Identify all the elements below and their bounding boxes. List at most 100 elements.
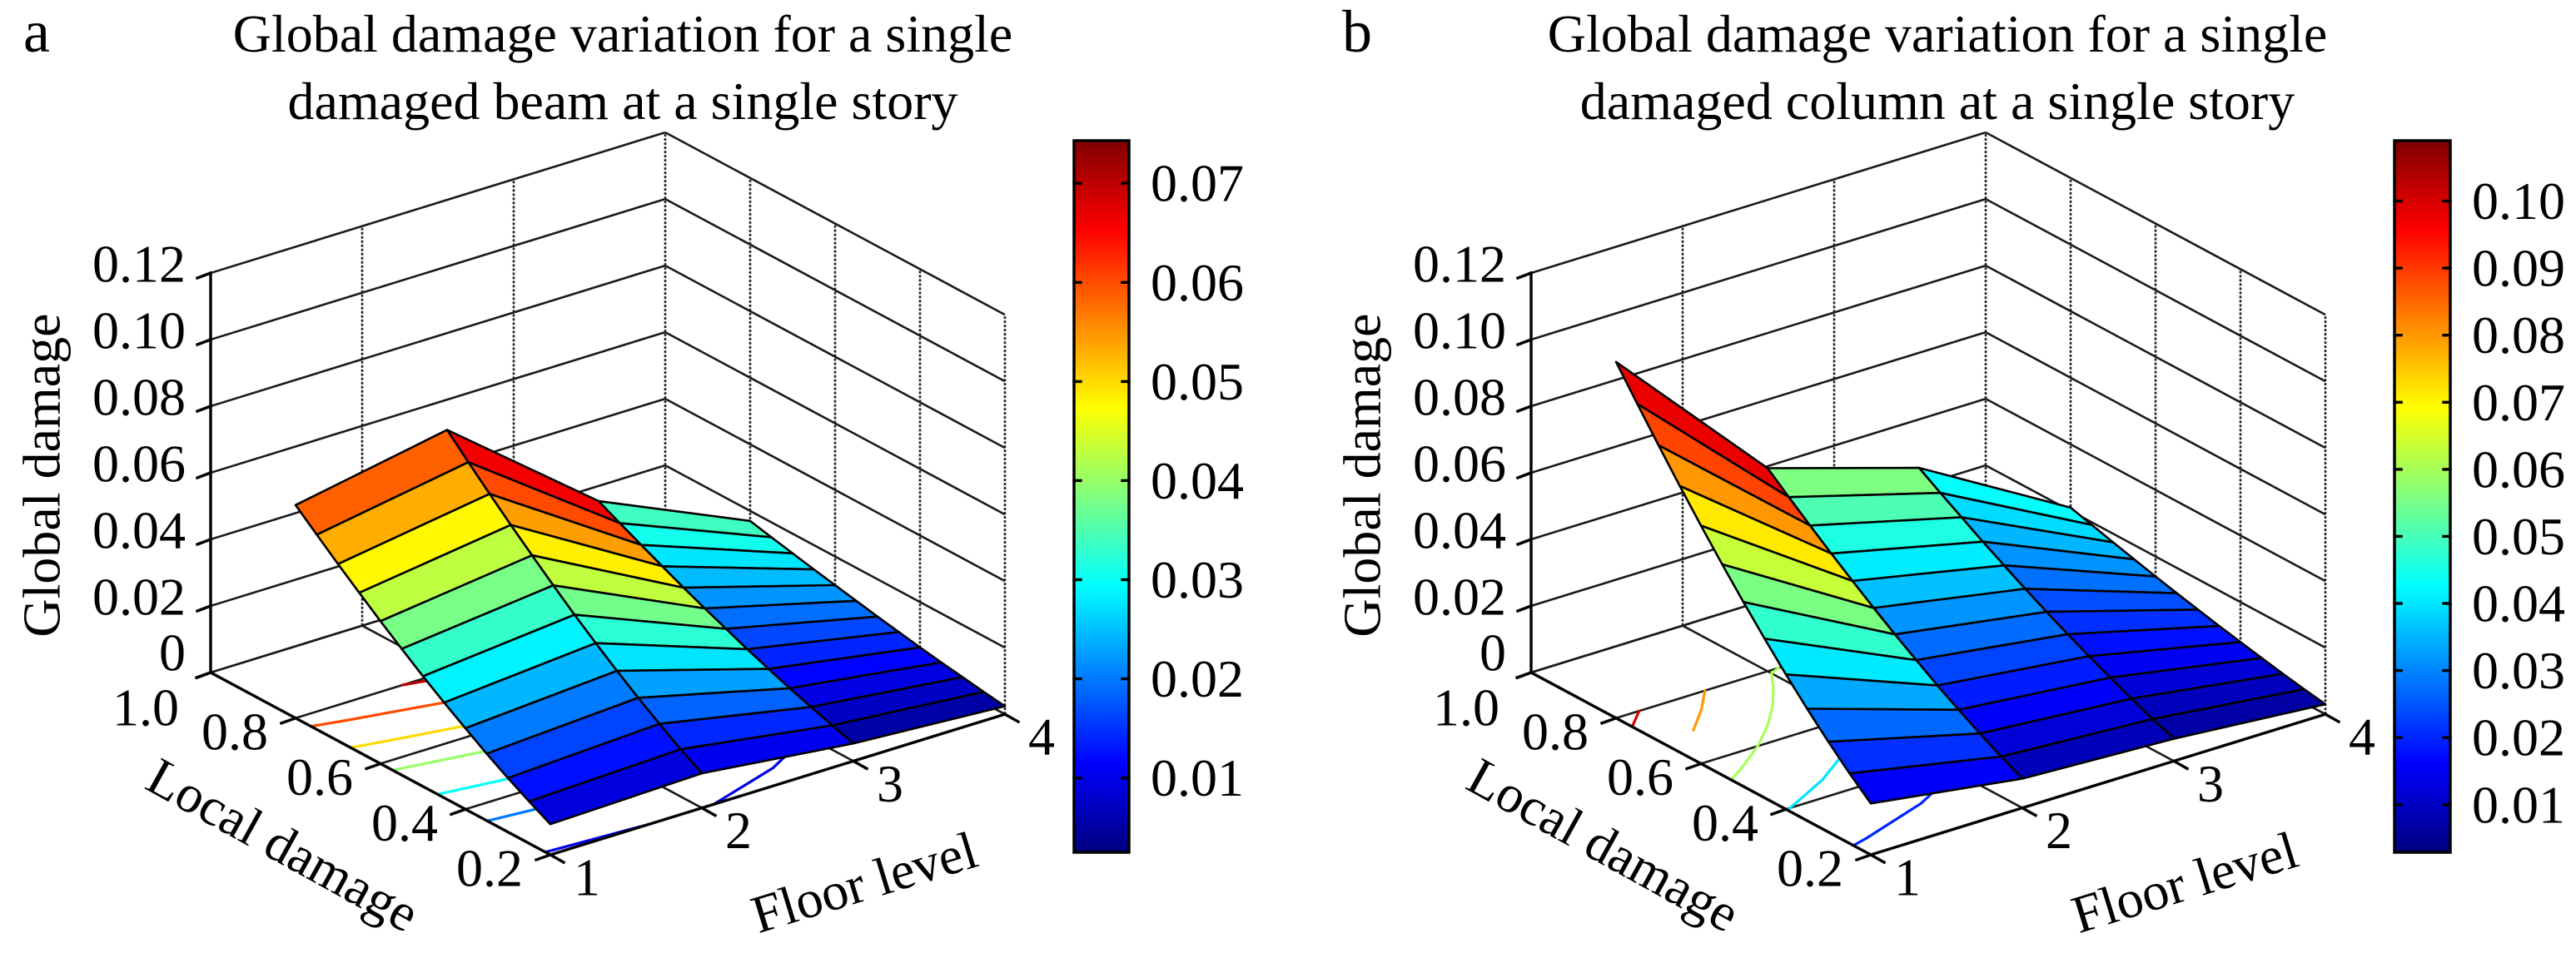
contour-segment <box>712 767 774 806</box>
z-tick-mark <box>195 537 213 547</box>
contour-segment <box>309 718 348 728</box>
chart-title-line-2: damaged column at a single story <box>1580 72 2295 131</box>
contour-segment <box>1739 744 1759 772</box>
grid-line-z <box>1985 197 2326 383</box>
x-tick-label: 2 <box>725 801 752 860</box>
grid-line-z <box>664 197 1006 383</box>
x-axis-label: Floor level <box>744 820 984 944</box>
z-tick-label: 0.12 <box>92 235 186 294</box>
panel-label: a <box>23 0 50 65</box>
x-tick-label: 1 <box>574 848 600 907</box>
x-axis-line <box>548 712 1007 857</box>
y-tick-mark <box>364 762 383 771</box>
axes <box>1514 271 2341 865</box>
contour-segment <box>349 735 411 749</box>
z-tick-mark <box>1515 404 1534 414</box>
z-tick-label: 0.04 <box>92 501 186 560</box>
colorbar-tick-label: 0.08 <box>2472 305 2565 365</box>
panel-b: b Global damage variation for a single d… <box>1333 0 2566 945</box>
colorbar-tick-label: 0.09 <box>2472 239 2565 298</box>
y-tick-label: 1.0 <box>1433 678 1499 737</box>
colorbar-tick-label: 0.06 <box>1151 253 1244 312</box>
z-tick-mark <box>195 271 213 280</box>
y-tick-mark <box>279 716 298 725</box>
surface-face <box>528 747 704 826</box>
contour-segment <box>1699 689 1707 712</box>
contour-segment <box>1756 723 1769 748</box>
x-tick-label: 1 <box>1894 848 1921 907</box>
surface <box>1614 360 2327 805</box>
colorbar-tick-label: 0.02 <box>1151 649 1244 708</box>
x-tick-label: 2 <box>2046 801 2072 860</box>
y-tick-label: 0.4 <box>371 793 438 852</box>
x-tick-mark <box>2323 712 2341 724</box>
contour-segment <box>1788 778 1824 810</box>
grid-line-z <box>210 264 666 408</box>
colorbar-tick-label: 0.01 <box>1151 748 1244 807</box>
z-axis-label: Global damage <box>12 313 72 637</box>
colorbar-tick-label: 0.10 <box>2472 171 2565 231</box>
y-tick-label: 1.0 <box>112 678 179 737</box>
colorbar-tick-label: 0.05 <box>2472 507 2565 566</box>
x-tick-label: 4 <box>1028 707 1055 767</box>
x-axis-label: Floor level <box>2065 820 2305 944</box>
z-tick-mark <box>1515 470 1534 480</box>
colorbar-tick-label: 0.07 <box>2472 373 2565 432</box>
colorbar-tick-label: 0.03 <box>2472 641 2565 700</box>
x-tick-mark <box>851 759 869 771</box>
surface <box>294 429 1007 826</box>
grid-line-z <box>210 131 666 275</box>
tick-labels: 00.02 0.04 0.06 0.08 0.10 0.12 0.2 0.4 0.6 0.8 1.0… <box>92 235 1055 907</box>
contour-segment <box>391 753 467 772</box>
y-tick-mark <box>1769 807 1788 817</box>
z-tick-label: 0 <box>1479 623 1506 683</box>
x-tick-label: 3 <box>2197 754 2224 813</box>
contour-segment <box>1865 802 1922 840</box>
grid-line-z <box>210 197 666 341</box>
x-tick-mark <box>1002 712 1021 724</box>
contour-segment <box>1630 709 1641 728</box>
colorbar: 0.01 0.02 0.03 0.04 0.05 0.06 0.07 0.08 0.09 0.10 <box>2393 139 2565 854</box>
x-tick-mark <box>2171 759 2190 771</box>
x-tick-mark <box>548 852 566 865</box>
x-tick-mark <box>1868 852 1887 865</box>
colorbar-tick-label: 0.07 <box>1151 154 1244 213</box>
z-tick-label: 0.06 <box>92 434 186 494</box>
axes <box>194 271 1021 865</box>
y-tick-mark <box>1854 852 1873 862</box>
z-tick-mark <box>195 603 213 613</box>
tick-labels: 00.02 0.04 0.06 0.08 0.10 0.12 0.2 0.4 0.6 0.8 1.0… <box>1413 235 2375 907</box>
y-tick-label: 0.2 <box>456 839 523 898</box>
contour-segment <box>1766 704 1774 727</box>
z-tick-label: 0.08 <box>1413 368 1506 427</box>
panel-a: a Global damage variation for a single d… <box>12 0 1245 945</box>
y-tick-label: 0.8 <box>1522 702 1589 761</box>
colorbar-tick-label: 0.04 <box>1151 451 1244 510</box>
z-tick-mark <box>195 404 213 414</box>
z-tick-mark <box>195 337 213 347</box>
colorbar-tick-label: 0.06 <box>2472 439 2565 499</box>
contour-segment <box>1770 672 1775 689</box>
z-tick-mark <box>1515 537 1534 547</box>
z-tick-mark <box>1515 271 1534 280</box>
grid-line-z <box>1530 330 1987 474</box>
y-tick-mark <box>449 807 468 817</box>
y-tick-mark <box>534 852 553 862</box>
x-tick-label: 3 <box>877 754 903 813</box>
contour-segment <box>1770 666 1780 675</box>
z-tick-label: 0.10 <box>1413 301 1506 360</box>
grid-line-z <box>1530 197 1987 341</box>
x-tick-mark <box>699 806 718 818</box>
colorbar-tick-label: 0.05 <box>1151 352 1244 411</box>
z-tick-label: 0.02 <box>1413 568 1506 627</box>
y-tick-mark <box>1514 670 1534 680</box>
surface-face <box>2024 588 2200 613</box>
y-tick-label: 0.6 <box>286 747 353 807</box>
chart-title-line-1: Global damage variation for a single <box>233 4 1013 63</box>
chart-title-line-2: damaged beam at a single story <box>287 72 957 131</box>
grid-line-z <box>210 330 666 474</box>
z-axis-label: Global damage <box>1333 313 1392 637</box>
contour-segment <box>1852 836 1868 847</box>
z-tick-label: 0.12 <box>1413 235 1506 294</box>
